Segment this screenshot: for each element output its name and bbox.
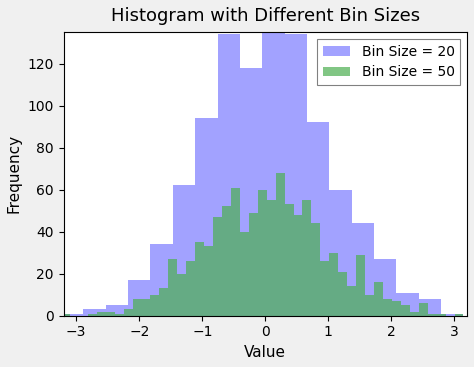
- Bar: [356, 255, 365, 316]
- Bar: [106, 312, 115, 316]
- Bar: [329, 253, 338, 316]
- Bar: [240, 232, 249, 316]
- Bar: [428, 314, 437, 316]
- Bar: [320, 261, 329, 316]
- Bar: [186, 261, 195, 316]
- Bar: [124, 309, 133, 316]
- Bar: [177, 274, 186, 316]
- Bar: [195, 242, 204, 316]
- Bar: [267, 200, 276, 316]
- Bar: [276, 173, 284, 316]
- Bar: [311, 223, 320, 316]
- Legend: Bin Size = 20, Bin Size = 50: Bin Size = 20, Bin Size = 50: [317, 39, 460, 85]
- Bar: [133, 299, 142, 316]
- Bar: [441, 314, 464, 316]
- Bar: [106, 305, 128, 316]
- Bar: [173, 185, 195, 316]
- Y-axis label: Frequency: Frequency: [7, 134, 22, 214]
- Bar: [128, 280, 150, 316]
- Bar: [249, 213, 258, 316]
- Bar: [258, 190, 267, 316]
- Bar: [383, 299, 392, 316]
- Bar: [88, 314, 97, 316]
- Bar: [455, 314, 464, 316]
- Bar: [329, 190, 352, 316]
- Bar: [419, 303, 428, 316]
- Bar: [401, 305, 410, 316]
- Bar: [365, 295, 374, 316]
- Bar: [222, 207, 231, 316]
- Bar: [284, 204, 293, 316]
- Bar: [142, 299, 150, 316]
- Bar: [218, 34, 240, 316]
- Bar: [115, 314, 124, 316]
- Bar: [204, 246, 213, 316]
- Bar: [302, 200, 311, 316]
- Bar: [195, 118, 218, 316]
- Bar: [284, 34, 307, 316]
- Bar: [240, 68, 262, 316]
- Bar: [419, 299, 441, 316]
- Bar: [150, 244, 173, 316]
- Title: Histogram with Different Bin Sizes: Histogram with Different Bin Sizes: [111, 7, 420, 25]
- Bar: [293, 215, 302, 316]
- Bar: [97, 312, 106, 316]
- Bar: [61, 314, 70, 316]
- Bar: [262, 0, 284, 316]
- Bar: [374, 282, 383, 316]
- Bar: [410, 312, 419, 316]
- Bar: [168, 259, 177, 316]
- Bar: [437, 314, 446, 316]
- Bar: [83, 309, 106, 316]
- X-axis label: Value: Value: [244, 345, 286, 360]
- Bar: [231, 188, 240, 316]
- Bar: [396, 292, 419, 316]
- Bar: [338, 272, 347, 316]
- Bar: [307, 123, 329, 316]
- Bar: [150, 295, 159, 316]
- Bar: [159, 288, 168, 316]
- Bar: [61, 314, 83, 316]
- Bar: [392, 301, 401, 316]
- Bar: [374, 259, 396, 316]
- Bar: [347, 286, 356, 316]
- Bar: [352, 223, 374, 316]
- Bar: [213, 217, 222, 316]
